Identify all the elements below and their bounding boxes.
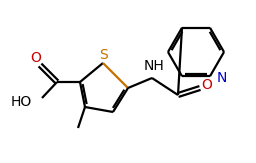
Text: N: N (217, 71, 227, 85)
Text: O: O (30, 51, 41, 65)
Text: S: S (100, 48, 108, 62)
Text: HO: HO (11, 95, 32, 109)
Text: NH: NH (144, 59, 164, 73)
Text: O: O (201, 78, 212, 92)
